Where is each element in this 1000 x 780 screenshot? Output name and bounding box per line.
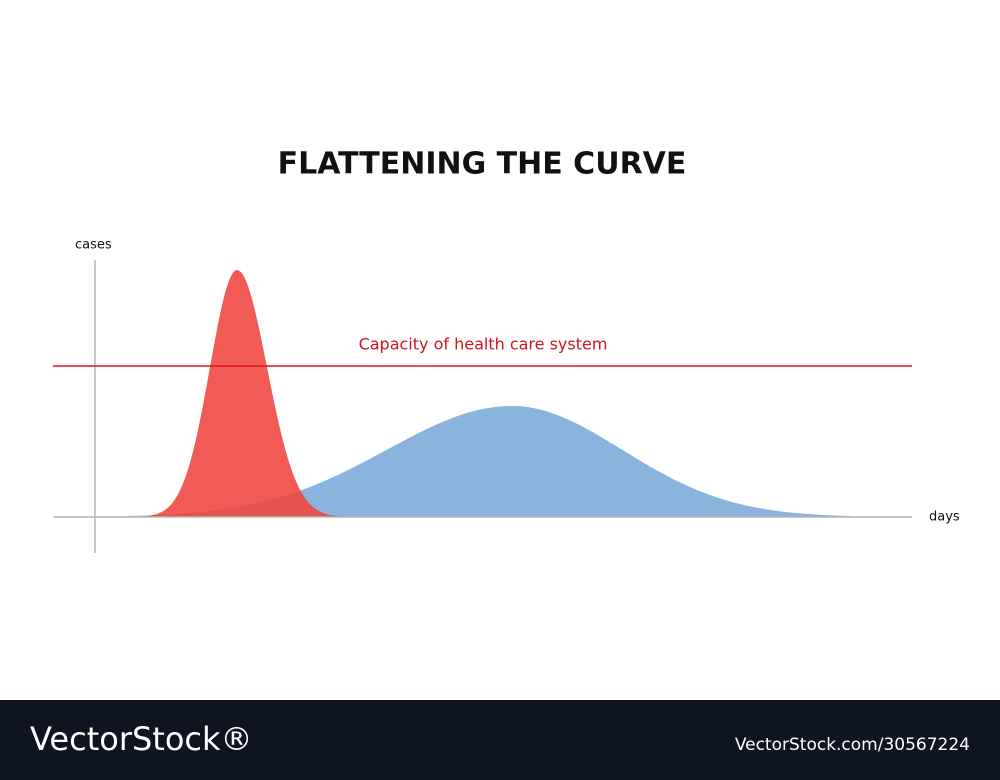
chart-title: FLATTENING THE CURVE — [278, 147, 687, 182]
footer-id: VectorStock.com/30567224 — [735, 735, 970, 755]
y-axis-label: cases — [75, 238, 112, 253]
flattened-curve — [128, 406, 850, 517]
background — [0, 0, 1000, 700]
capacity-label: Capacity of health care system — [359, 335, 608, 354]
footer-brand: VectorStock® — [30, 720, 253, 758]
curves — [128, 270, 850, 517]
x-axis-label: days — [929, 510, 960, 525]
footer-bar — [0, 700, 1000, 780]
steep-curve — [128, 270, 346, 517]
